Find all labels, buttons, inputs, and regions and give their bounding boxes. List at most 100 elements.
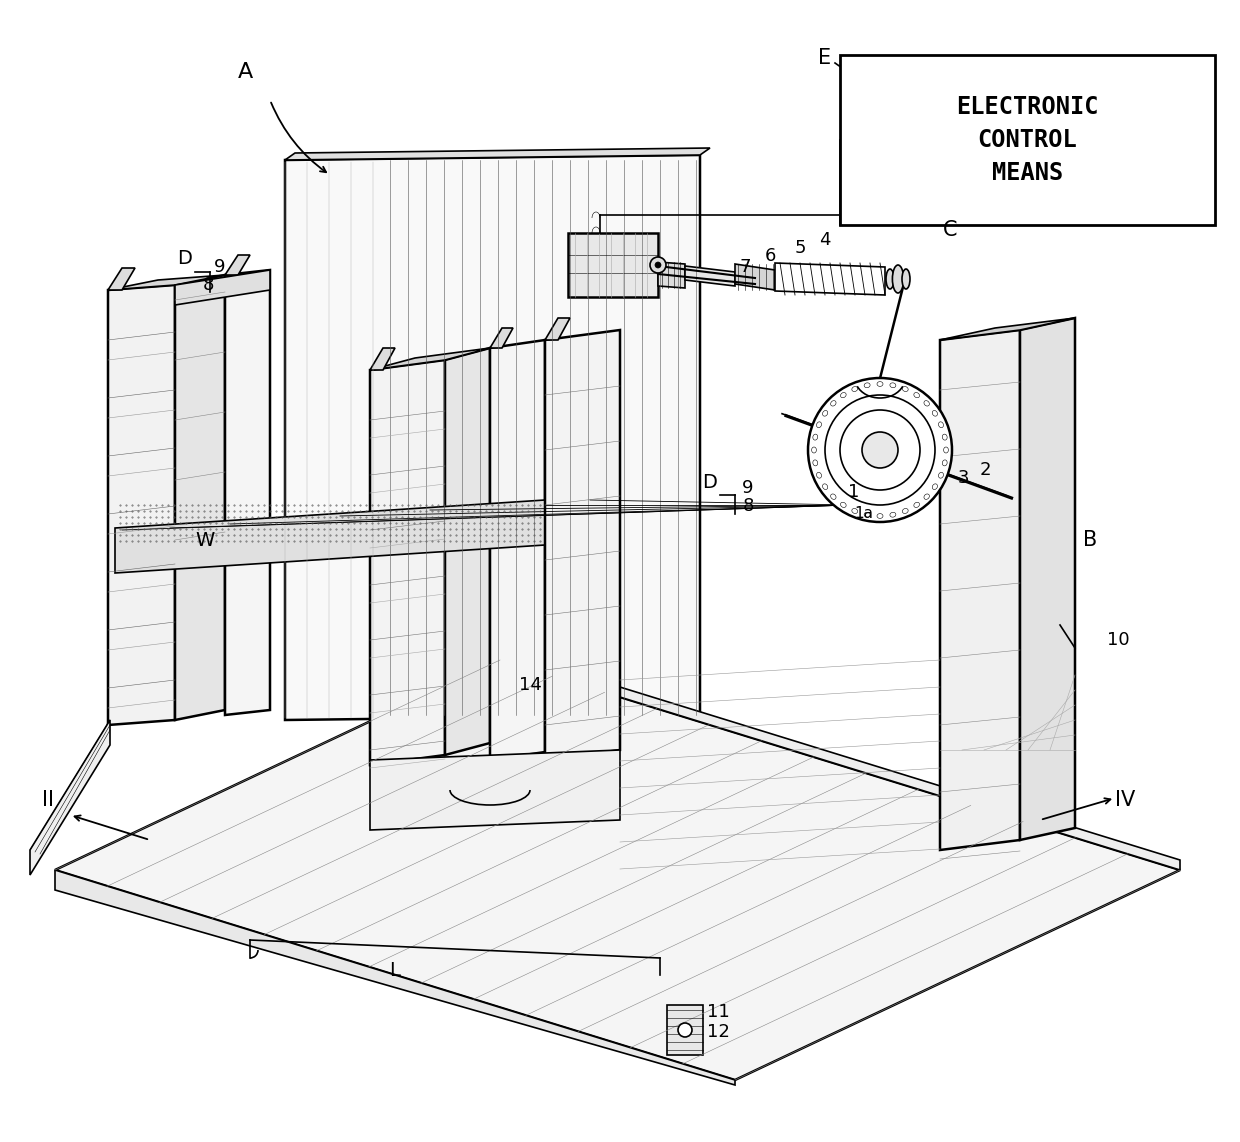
Ellipse shape bbox=[822, 484, 828, 490]
Ellipse shape bbox=[939, 421, 944, 427]
Text: D: D bbox=[703, 473, 718, 491]
Ellipse shape bbox=[924, 494, 930, 499]
Text: 1a: 1a bbox=[854, 506, 873, 521]
Text: 5: 5 bbox=[795, 239, 806, 257]
Text: 14: 14 bbox=[518, 676, 542, 694]
Ellipse shape bbox=[932, 484, 937, 490]
Circle shape bbox=[650, 257, 666, 273]
Ellipse shape bbox=[864, 383, 870, 387]
Text: W: W bbox=[196, 531, 215, 549]
Ellipse shape bbox=[864, 513, 870, 517]
Text: 7: 7 bbox=[739, 258, 750, 276]
Text: 8: 8 bbox=[743, 497, 754, 515]
Polygon shape bbox=[546, 317, 570, 340]
Text: L: L bbox=[389, 960, 401, 980]
Ellipse shape bbox=[903, 386, 908, 392]
Text: 9: 9 bbox=[215, 258, 226, 276]
Ellipse shape bbox=[877, 514, 883, 518]
Polygon shape bbox=[370, 750, 620, 830]
Polygon shape bbox=[684, 266, 735, 286]
Text: C: C bbox=[942, 220, 957, 240]
Polygon shape bbox=[500, 650, 1180, 870]
Ellipse shape bbox=[831, 494, 836, 499]
Ellipse shape bbox=[924, 401, 930, 407]
Text: 1: 1 bbox=[848, 483, 859, 501]
Polygon shape bbox=[490, 328, 513, 348]
Ellipse shape bbox=[841, 502, 846, 507]
Polygon shape bbox=[445, 348, 490, 755]
Polygon shape bbox=[568, 233, 658, 297]
Circle shape bbox=[678, 1023, 692, 1037]
Ellipse shape bbox=[831, 401, 836, 407]
Ellipse shape bbox=[852, 508, 858, 514]
Polygon shape bbox=[546, 330, 620, 759]
Polygon shape bbox=[115, 500, 546, 573]
Ellipse shape bbox=[816, 421, 822, 427]
Polygon shape bbox=[108, 286, 175, 725]
Text: 2: 2 bbox=[980, 461, 991, 478]
Ellipse shape bbox=[890, 513, 895, 517]
Text: 11: 11 bbox=[707, 1003, 729, 1021]
Ellipse shape bbox=[813, 434, 817, 440]
Ellipse shape bbox=[942, 460, 947, 466]
Polygon shape bbox=[658, 262, 684, 288]
Polygon shape bbox=[55, 870, 735, 1085]
Polygon shape bbox=[224, 270, 270, 715]
Polygon shape bbox=[30, 719, 110, 875]
Polygon shape bbox=[775, 263, 885, 295]
Ellipse shape bbox=[812, 447, 816, 453]
Text: 8: 8 bbox=[202, 276, 213, 293]
Ellipse shape bbox=[914, 393, 920, 397]
Polygon shape bbox=[940, 330, 1021, 850]
Ellipse shape bbox=[942, 434, 947, 440]
Text: IV: IV bbox=[1115, 790, 1135, 810]
Ellipse shape bbox=[944, 447, 949, 453]
Ellipse shape bbox=[813, 460, 817, 466]
Ellipse shape bbox=[914, 502, 920, 507]
Circle shape bbox=[808, 378, 952, 522]
Ellipse shape bbox=[816, 473, 822, 478]
Text: 9: 9 bbox=[743, 478, 754, 497]
Text: D: D bbox=[177, 249, 192, 267]
Ellipse shape bbox=[890, 383, 895, 387]
Polygon shape bbox=[285, 148, 711, 160]
Text: 4: 4 bbox=[820, 231, 831, 249]
Ellipse shape bbox=[822, 410, 828, 416]
Polygon shape bbox=[735, 264, 775, 290]
Polygon shape bbox=[108, 275, 224, 290]
Text: 6: 6 bbox=[764, 247, 776, 265]
Ellipse shape bbox=[903, 508, 908, 514]
Ellipse shape bbox=[841, 393, 846, 397]
Ellipse shape bbox=[887, 270, 894, 289]
Ellipse shape bbox=[877, 381, 883, 386]
Text: 12: 12 bbox=[707, 1023, 729, 1042]
Polygon shape bbox=[940, 317, 1075, 340]
Ellipse shape bbox=[932, 410, 937, 416]
Ellipse shape bbox=[939, 473, 944, 478]
Polygon shape bbox=[175, 270, 270, 305]
Polygon shape bbox=[285, 155, 701, 719]
Polygon shape bbox=[370, 360, 445, 765]
Ellipse shape bbox=[901, 270, 910, 289]
Circle shape bbox=[862, 432, 898, 468]
Polygon shape bbox=[667, 1005, 703, 1055]
Text: 10: 10 bbox=[1106, 632, 1130, 649]
Circle shape bbox=[839, 410, 920, 490]
Text: E: E bbox=[818, 48, 832, 69]
Text: B: B bbox=[1083, 530, 1097, 550]
Text: II: II bbox=[42, 790, 55, 810]
Polygon shape bbox=[55, 660, 1180, 1080]
Polygon shape bbox=[370, 348, 396, 370]
Circle shape bbox=[825, 395, 935, 505]
Text: A: A bbox=[237, 62, 253, 82]
Polygon shape bbox=[1021, 317, 1075, 841]
Polygon shape bbox=[224, 255, 250, 275]
Text: ELECTRONIC
CONTROL
MEANS: ELECTRONIC CONTROL MEANS bbox=[956, 95, 1099, 185]
Polygon shape bbox=[108, 268, 135, 290]
Polygon shape bbox=[490, 340, 546, 759]
Circle shape bbox=[655, 262, 661, 268]
Ellipse shape bbox=[893, 265, 904, 293]
Text: 3: 3 bbox=[957, 469, 968, 486]
FancyBboxPatch shape bbox=[839, 55, 1215, 225]
Polygon shape bbox=[175, 275, 224, 719]
